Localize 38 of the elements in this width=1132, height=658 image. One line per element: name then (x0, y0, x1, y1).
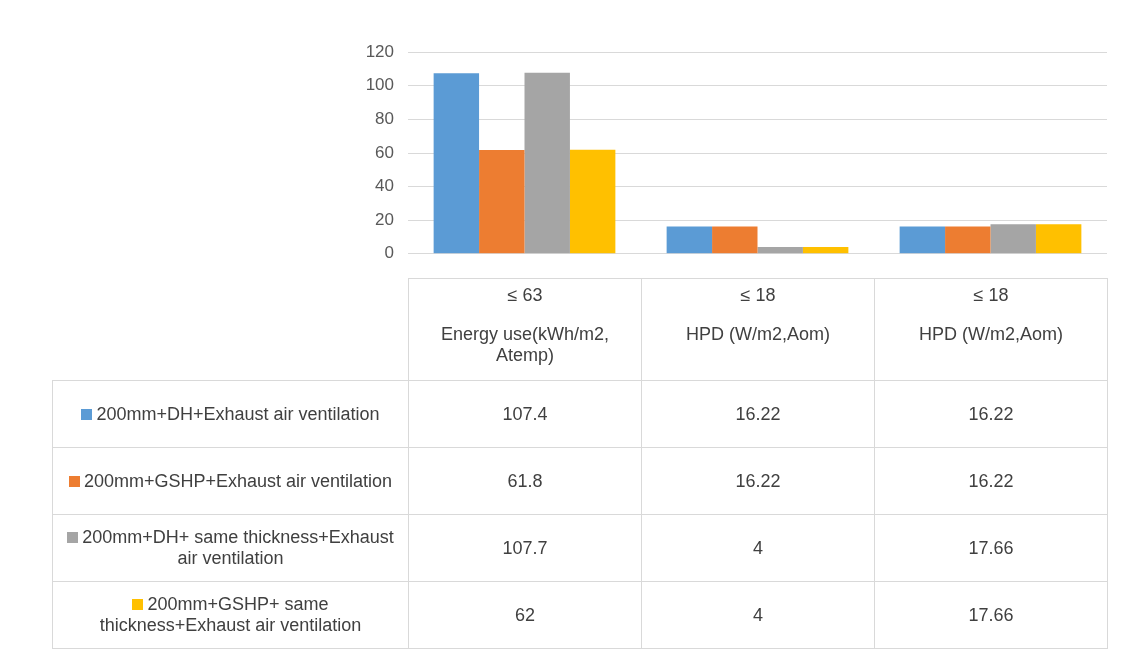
legend-label: 200mm+GSHP+ same thickness+Exhaust air ventilation (52, 581, 409, 649)
bar (666, 226, 713, 254)
bar (524, 72, 570, 254)
y-tick-label: 60 (375, 142, 394, 162)
data-label: 16.22 (874, 447, 1108, 515)
y-tick-label: 120 (365, 41, 394, 61)
data-label: 107.4 (408, 380, 642, 448)
bar (990, 224, 1036, 254)
bar (569, 149, 616, 254)
data-label: 107.7 (408, 514, 642, 582)
x-tick-label: ≤ 63 Energy use(kWh/m2, Atemp) (439, 285, 611, 366)
x-tick-label: ≤ 18 HPD (W/m2,Aom) (918, 285, 1064, 345)
data-label: 17.66 (874, 514, 1108, 582)
data-label: 16.22 (874, 380, 1108, 448)
y-tick-label: 0 (384, 243, 394, 263)
bar (757, 247, 803, 254)
y-tick-label: 20 (375, 209, 394, 229)
data-label: 16.22 (641, 447, 875, 515)
bar (1035, 224, 1082, 254)
bar (945, 226, 991, 254)
x-tick-label: ≤ 18 HPD (W/m2,Aom) (685, 285, 831, 345)
y-tick-label: 100 (365, 75, 394, 95)
bar (479, 149, 525, 254)
bar (802, 247, 849, 254)
data-label: 62 (408, 581, 642, 649)
bar (712, 226, 758, 254)
y-tick-label: 80 (375, 109, 394, 129)
data-label: 16.22 (641, 380, 875, 448)
bar (433, 73, 480, 254)
bar (899, 226, 946, 254)
data-label: 17.66 (874, 581, 1108, 649)
data-label: 4 (641, 581, 875, 649)
legend-label: 200mm+DH+ same thickness+Exhaust air ventilation (52, 514, 409, 582)
y-tick-label: 40 (375, 176, 394, 196)
data-label: 4 (641, 514, 875, 582)
legend-label: 200mm+GSHP+Exhaust air ventilation (52, 447, 409, 515)
legend-label: 200mm+DH+Exhaust air ventilation (52, 380, 409, 448)
data-label: 61.8 (408, 447, 642, 515)
